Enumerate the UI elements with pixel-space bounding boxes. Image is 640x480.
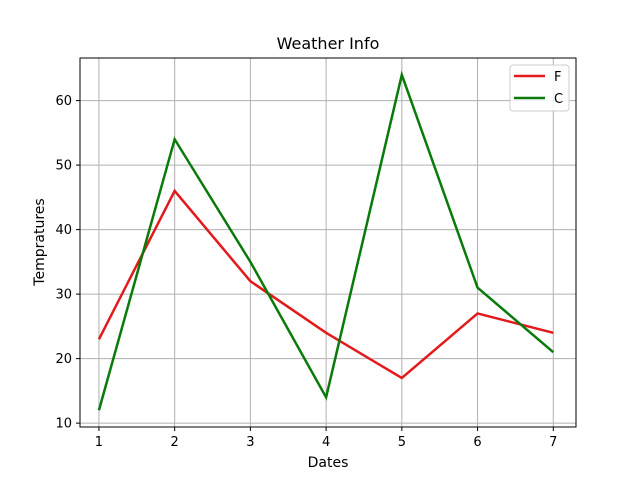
x-tick-label: 4 <box>322 435 330 450</box>
legend-label-c: C <box>554 92 563 107</box>
series-lines <box>97 70 555 411</box>
y-tick-label: 10 <box>55 417 72 432</box>
x-tick-label: 2 <box>171 435 179 450</box>
y-tick-label: 20 <box>55 352 72 367</box>
y-tick-label: 30 <box>55 288 72 303</box>
x-axis-ticks: 1 2 3 4 5 6 7 <box>95 427 557 450</box>
legend: FC <box>509 64 570 112</box>
x-tick-label: 3 <box>246 435 254 450</box>
x-tick-label: 5 <box>398 435 406 450</box>
grid-lines <box>80 58 576 427</box>
y-axis-ticks: 10 20 30 40 50 60 <box>55 94 80 432</box>
x-tick-label: 7 <box>549 435 557 450</box>
x-axis-label: Dates <box>308 455 349 471</box>
series-line-c <box>97 70 555 411</box>
x-tick-label: 6 <box>473 435 481 450</box>
y-tick-label: 50 <box>55 159 72 174</box>
x-tick-label: 1 <box>95 435 103 450</box>
y-axis-label: Tempratures <box>32 198 48 286</box>
y-tick-label: 40 <box>55 223 72 238</box>
y-tick-label: 60 <box>55 94 72 109</box>
series-line-f <box>97 188 554 380</box>
legend-label-f: F <box>554 70 561 85</box>
plot-area-frame <box>79 57 577 428</box>
chart-title: Weather Info <box>277 34 380 53</box>
